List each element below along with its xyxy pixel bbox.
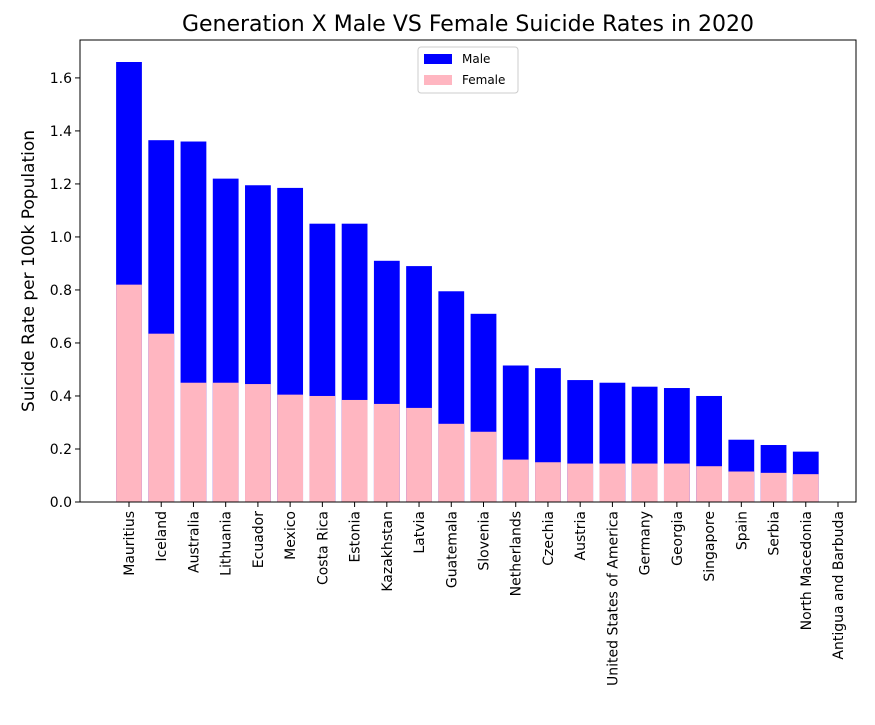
x-tick-label: Latvia xyxy=(412,511,428,554)
x-tick-label: Kazakhstan xyxy=(380,511,396,592)
legend-swatch xyxy=(424,75,452,85)
x-tick-label: Spain xyxy=(734,511,750,550)
y-tick-label: 0.4 xyxy=(50,389,72,405)
x-tick-label: Singapore xyxy=(702,511,718,582)
x-tick-label: Serbia xyxy=(767,511,783,556)
y-tick-label: 0.0 xyxy=(50,495,72,511)
bar xyxy=(535,462,561,502)
x-tick-label: Iceland xyxy=(154,511,170,562)
x-tick-label: Georgia xyxy=(670,511,686,566)
x-tick-label: Antigua and Barbuda xyxy=(831,511,847,660)
bar xyxy=(696,466,722,502)
bar xyxy=(341,399,368,502)
bar xyxy=(180,382,207,502)
bar xyxy=(406,407,432,502)
legend-swatch xyxy=(424,54,452,64)
x-tick-label: Germany xyxy=(638,511,654,575)
y-tick-label: 0.8 xyxy=(50,283,72,299)
bar xyxy=(148,333,175,502)
bar xyxy=(760,472,787,502)
legend-label: Female xyxy=(462,73,505,87)
bar xyxy=(116,284,142,502)
y-axis-label: Suicide Rate per 100k Population xyxy=(19,130,39,412)
x-tick-label: Czechia xyxy=(541,511,557,566)
y-tick-label: 1.2 xyxy=(50,177,72,193)
x-tick-label: Costa Rica xyxy=(315,511,331,585)
bar xyxy=(438,423,465,502)
chart-title: Generation X Male VS Female Suicide Rate… xyxy=(182,12,754,37)
x-tick-label: Netherlands xyxy=(509,511,525,596)
x-tick-label: United States of America xyxy=(605,511,621,686)
bar xyxy=(245,384,271,502)
bar xyxy=(663,463,690,502)
bar xyxy=(373,403,400,502)
bar xyxy=(631,463,658,502)
y-tick-label: 1.0 xyxy=(50,230,72,246)
bar xyxy=(728,471,755,502)
bar xyxy=(502,459,529,502)
bar xyxy=(309,395,336,502)
x-tick-label: Ecuador xyxy=(251,511,267,568)
x-tick-label: Lithuania xyxy=(219,511,235,576)
y-tick-label: 1.6 xyxy=(50,71,72,87)
plot-frame xyxy=(79,39,857,503)
x-tick-label: Guatemala xyxy=(444,511,460,588)
y-tick-label: 0.6 xyxy=(50,336,72,352)
y-tick-label: 0.2 xyxy=(50,442,72,458)
legend-label: Male xyxy=(462,52,490,66)
x-tick-label: Mauritius xyxy=(122,511,138,576)
bar xyxy=(792,474,819,502)
bar xyxy=(277,394,304,502)
bar xyxy=(212,382,239,502)
x-tick-label: Austria xyxy=(573,511,589,560)
x-tick-label: Australia xyxy=(186,511,202,573)
legend: Male Female xyxy=(417,46,519,94)
x-tick-label: North Macedonia xyxy=(799,511,815,630)
bar xyxy=(567,463,594,502)
x-tick-label: Slovenia xyxy=(477,511,493,571)
bar xyxy=(470,431,497,502)
x-tick-label: Estonia xyxy=(348,511,364,563)
bar xyxy=(599,463,626,502)
x-tick-label: Mexico xyxy=(283,511,299,560)
y-tick-label: 1.4 xyxy=(50,124,72,140)
